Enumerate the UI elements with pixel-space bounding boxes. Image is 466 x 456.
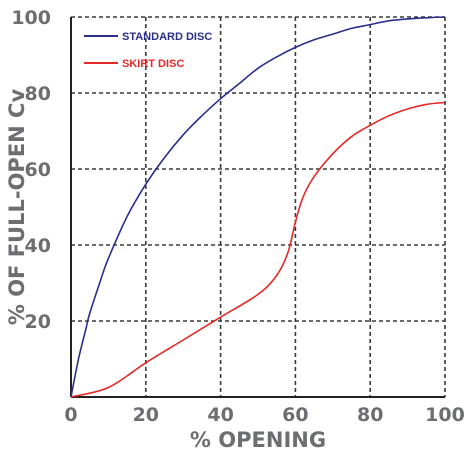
x-tick-label: 100	[425, 404, 465, 426]
x-tick-label: 0	[64, 404, 77, 426]
series-standard-disc	[70, 16, 446, 398]
x-axis-title: % OPENING	[190, 428, 326, 452]
legend-label-skirt-disc: SKIRT DISC	[122, 58, 184, 70]
y-tick-label: 80	[25, 83, 51, 105]
y-tick-label: 20	[25, 311, 51, 333]
x-tick-label: 80	[357, 404, 383, 426]
y-tick-label: 40	[25, 235, 51, 257]
tick-labels: 0 20 40 60 80 100 20 40 60 80 100	[11, 7, 465, 426]
axes	[70, 17, 445, 398]
legend: STANDARD DISC SKIRT DISC	[84, 31, 212, 70]
series-skirt-disc	[70, 101, 446, 398]
y-tick-label: 100	[11, 7, 51, 29]
y-axis-title: % OF FULL-OPEN Cv	[5, 89, 29, 326]
x-tick-label: 60	[282, 404, 308, 426]
x-tick-label: 40	[207, 404, 233, 426]
y-tick-label: 60	[25, 159, 51, 181]
grid-lines	[71, 16, 446, 397]
series-layer	[70, 16, 446, 398]
x-tick-label: 20	[133, 404, 159, 426]
legend-label-standard-disc: STANDARD DISC	[122, 31, 212, 43]
